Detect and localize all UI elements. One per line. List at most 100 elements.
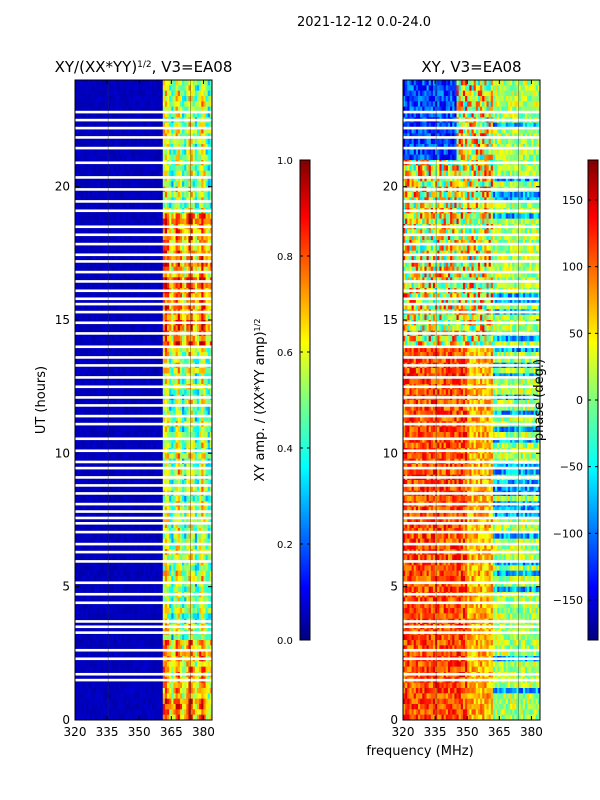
heatmap-cell xyxy=(160,346,164,353)
heatmap-cell xyxy=(160,112,164,118)
heatmap-cell xyxy=(147,245,151,252)
heatmap-cell xyxy=(156,442,160,449)
heatmap-cell xyxy=(167,218,170,225)
heatmap-cell xyxy=(209,298,212,305)
heatmap-cell xyxy=(156,181,160,188)
heatmap-cell xyxy=(173,304,177,310)
heatmap-cell xyxy=(171,293,175,300)
heatmap-cell xyxy=(207,378,211,385)
heatmap-cell xyxy=(201,341,205,348)
heatmap-cell xyxy=(75,213,78,220)
heatmap-cell xyxy=(132,485,136,492)
heatmap-cell xyxy=(175,85,179,92)
heatmap-cell xyxy=(132,453,136,460)
heatmap-cell xyxy=(179,416,183,422)
heatmap-cell xyxy=(75,106,78,113)
heatmap-cell xyxy=(173,122,177,129)
heatmap-cell xyxy=(184,176,187,182)
heatmap-cell xyxy=(96,357,100,364)
heatmap-cell xyxy=(152,272,155,278)
heatmap-cell xyxy=(143,245,147,252)
heatmap-cell xyxy=(137,346,140,353)
heatmap-cell xyxy=(124,357,127,364)
heatmap-cell xyxy=(89,154,93,161)
heatmap-cell xyxy=(79,293,83,300)
heatmap-cell xyxy=(94,128,98,134)
heatmap-cell xyxy=(141,266,145,273)
heatmap-cell xyxy=(164,293,168,300)
heatmap-cell xyxy=(128,442,132,449)
heatmap-cell xyxy=(134,261,138,268)
heatmap-cell xyxy=(167,416,170,422)
heatmap-cell xyxy=(100,213,104,220)
heatmap-cell xyxy=(128,469,132,476)
heatmap-cell xyxy=(147,229,151,236)
heatmap-cell xyxy=(132,128,136,134)
heatmap-cell xyxy=(164,346,168,353)
heatmap-cell xyxy=(113,272,117,278)
heatmap-cell xyxy=(154,272,157,278)
heatmap-cell xyxy=(160,352,164,358)
heatmap-cell xyxy=(85,245,89,252)
heatmap-cell xyxy=(169,90,172,97)
heatmap-cell xyxy=(111,293,115,300)
heatmap-cell xyxy=(107,389,110,396)
heatmap-cell xyxy=(201,165,205,172)
heatmap-cell xyxy=(83,336,87,342)
heatmap-cell xyxy=(192,218,196,225)
heatmap-cell xyxy=(87,234,91,241)
heatmap-cell xyxy=(197,112,200,118)
heatmap-cell xyxy=(162,176,166,182)
heatmap-cell xyxy=(192,170,196,177)
heatmap-cell xyxy=(115,80,119,86)
heatmap-cell xyxy=(164,170,168,177)
heatmap-cell xyxy=(197,442,200,449)
heatmap-cell xyxy=(85,416,89,422)
heatmap-cell xyxy=(190,106,194,113)
heatmap-cell xyxy=(81,357,85,364)
heatmap-cell xyxy=(115,96,119,102)
heatmap-cell xyxy=(87,314,91,321)
heatmap-cell xyxy=(188,480,192,486)
heatmap-cell xyxy=(94,192,98,198)
heatmap-cell xyxy=(190,432,194,438)
heatmap-cell xyxy=(117,352,121,358)
heatmap-cell xyxy=(201,469,205,476)
heatmap-cell xyxy=(152,261,155,268)
heatmap-cell xyxy=(87,90,91,97)
heatmap-cell xyxy=(83,410,87,417)
heatmap-cell xyxy=(179,426,183,433)
heatmap-cell xyxy=(109,314,112,321)
heatmap-cell xyxy=(203,229,207,236)
heatmap-cell xyxy=(119,112,123,118)
heatmap-cell xyxy=(145,106,149,113)
heatmap-cell xyxy=(130,181,134,188)
heatmap-cell xyxy=(173,357,177,364)
heatmap-cell xyxy=(171,154,175,161)
heatmap-cell xyxy=(177,400,181,406)
heatmap-cell xyxy=(197,90,200,97)
heatmap-cell xyxy=(109,170,112,177)
heatmap-cell xyxy=(104,346,108,353)
heatmap-cell xyxy=(100,80,104,86)
heatmap-cell xyxy=(160,176,164,182)
heatmap-cell xyxy=(188,192,192,198)
heatmap-cell xyxy=(115,282,119,289)
heatmap-cell xyxy=(177,170,181,177)
heatmap-cell xyxy=(194,410,198,417)
heatmap-cell xyxy=(126,336,130,342)
heatmap-cell xyxy=(143,314,147,321)
heatmap-cell xyxy=(137,453,140,460)
heatmap-cell xyxy=(154,410,157,417)
heatmap-cell xyxy=(115,245,119,252)
heatmap-cell xyxy=(194,304,198,310)
heatmap-cell xyxy=(158,357,162,364)
heatmap-cell xyxy=(92,378,95,385)
heatmap-cell xyxy=(147,106,151,113)
heatmap-cell xyxy=(85,261,89,268)
heatmap-cell xyxy=(179,282,183,289)
heatmap-cell xyxy=(98,122,102,129)
heatmap-cell xyxy=(158,106,162,113)
heatmap-cell xyxy=(79,80,83,86)
heatmap-cell xyxy=(92,112,95,118)
